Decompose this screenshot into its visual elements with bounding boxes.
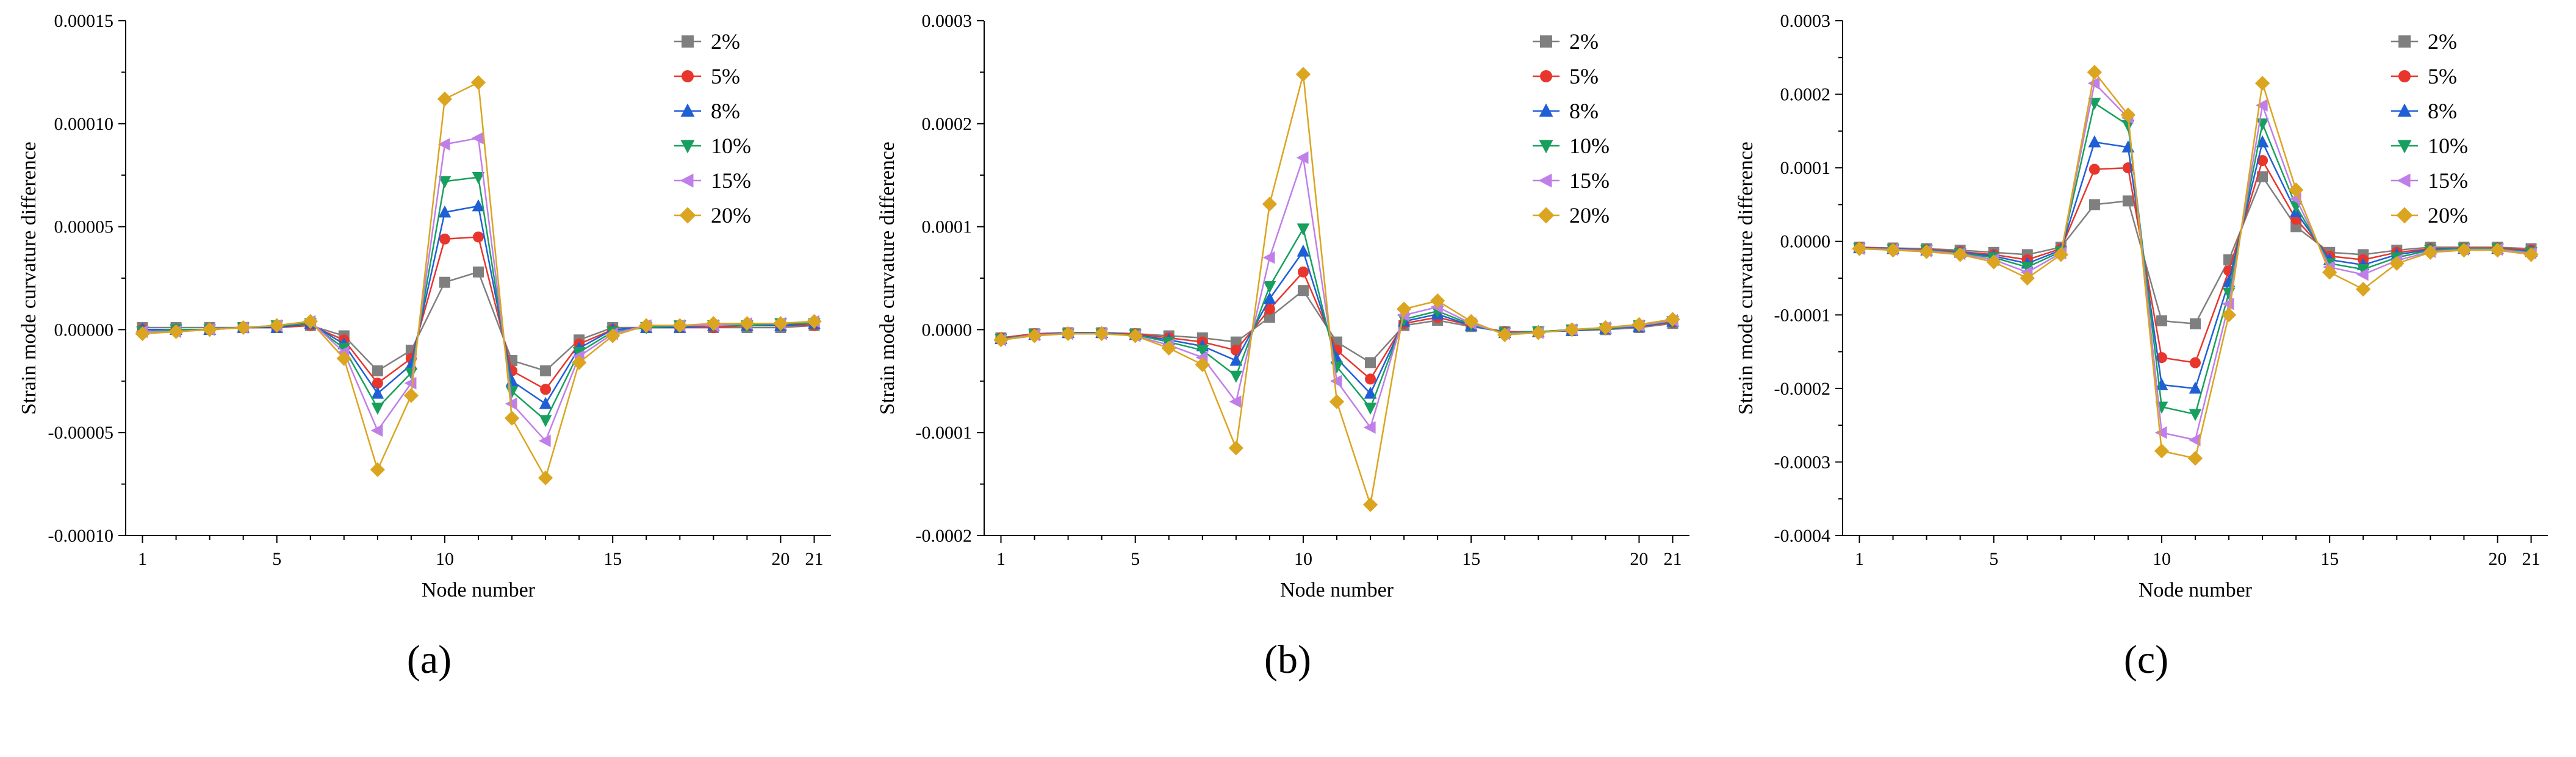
subfigure-caption-b: (b): [1264, 637, 1311, 682]
series-20%: [1851, 65, 2539, 466]
svg-text:0.00010: 0.00010: [54, 114, 113, 134]
svg-text:0.0000: 0.0000: [1780, 232, 1830, 252]
y-axis-title: Strain mode curvature difference: [1735, 142, 1757, 415]
strain-curvature-chart-b: 1 5 10 15 20 21-0.0002-0.00010.00000.00010.00…: [876, 11, 1689, 601]
svg-text:0.0001: 0.0001: [1780, 158, 1830, 178]
svg-text:10: 10: [1293, 549, 1312, 569]
svg-text:15%: 15%: [2428, 168, 2468, 193]
svg-text:1: 1: [138, 549, 147, 569]
x-axis-title: Node number: [2138, 579, 2252, 601]
svg-text:1: 1: [1855, 549, 1864, 569]
svg-text:5%: 5%: [2428, 64, 2457, 88]
series-8%: [135, 199, 821, 409]
svg-text:5%: 5%: [1569, 64, 1599, 88]
svg-text:0.00015: 0.00015: [54, 11, 113, 31]
svg-text:15%: 15%: [711, 168, 751, 193]
svg-text:21: 21: [1663, 549, 1682, 569]
svg-text:2%: 2%: [711, 29, 740, 54]
series: [1851, 65, 2539, 466]
series-20%: [134, 75, 822, 486]
svg-text:5: 5: [1989, 549, 1998, 569]
svg-text:10: 10: [435, 549, 453, 569]
svg-text:-0.0002: -0.0002: [1774, 379, 1830, 399]
svg-text:2%: 2%: [2428, 29, 2457, 54]
svg-text:-0.0001: -0.0001: [1774, 305, 1830, 325]
svg-text:10: 10: [2152, 549, 2170, 569]
svg-text:1: 1: [996, 549, 1006, 569]
svg-text:0.0002: 0.0002: [921, 114, 972, 134]
series-5%: [137, 231, 819, 395]
subfigure-caption-c: (c): [2123, 637, 2169, 682]
svg-text:-0.0002: -0.0002: [915, 526, 972, 546]
svg-text:5: 5: [272, 549, 281, 569]
svg-text:0.0001: 0.0001: [921, 217, 972, 237]
svg-text:5: 5: [1131, 549, 1140, 569]
svg-text:-0.0004: -0.0004: [1774, 526, 1830, 546]
svg-text:10%: 10%: [2428, 134, 2468, 158]
svg-text:20%: 20%: [711, 203, 751, 228]
svg-text:15: 15: [603, 549, 622, 569]
series: [134, 75, 822, 486]
svg-text:0.0000: 0.0000: [921, 320, 972, 340]
strain-curvature-chart-a: 1 5 10 15 20 21-0.00010-0.000050.000000.00005…: [18, 11, 831, 601]
x-axis-title: Node number: [1279, 579, 1394, 601]
svg-text:0.00005: 0.00005: [54, 217, 113, 237]
svg-text:21: 21: [2522, 549, 2540, 569]
svg-text:-0.0001: -0.0001: [915, 423, 972, 443]
y-axis-title: Strain mode curvature difference: [18, 142, 40, 415]
svg-text:15%: 15%: [1569, 168, 1610, 193]
svg-text:5%: 5%: [711, 64, 740, 88]
ticks: [1835, 20, 2531, 543]
svg-text:0.00000: 0.00000: [54, 320, 113, 340]
svg-text:8%: 8%: [1569, 99, 1599, 123]
tick-labels: 1 5 10 15 20 21-0.0002-0.00010.00000.00010.00…: [915, 11, 1682, 569]
series-8%: [994, 244, 1679, 399]
svg-text:0.0002: 0.0002: [1780, 85, 1830, 105]
svg-text:20%: 20%: [2428, 203, 2468, 228]
x-axis-title: Node number: [421, 579, 535, 601]
svg-text:10%: 10%: [1569, 134, 1610, 158]
svg-text:15: 15: [1462, 549, 1480, 569]
chart-panel-a: 1 5 10 15 20 21 -0.00010 -0.00005 0.00000 0.00005…: [0, 4, 858, 683]
svg-text:15: 15: [2320, 549, 2339, 569]
series-10%: [994, 223, 1679, 415]
legend: 2% 5% 8% 10% 15% 20%: [2391, 29, 2468, 228]
tick-labels: 1 5 10 15 20 21-0.00010-0.000050.000000.00005…: [48, 11, 823, 569]
axes: [983, 21, 1689, 536]
legend: 2% 5% 8% 10% 15% 20%: [674, 29, 751, 228]
svg-text:10%: 10%: [711, 134, 751, 158]
svg-text:-0.0003: -0.0003: [1774, 452, 1830, 472]
svg-text:0.0003: 0.0003: [1780, 11, 1830, 31]
y-axis-title: Strain mode curvature difference: [876, 142, 899, 415]
svg-text:20%: 20%: [1569, 203, 1610, 228]
axes: [124, 21, 831, 536]
subfigure-caption-a: (a): [406, 637, 452, 682]
svg-text:-0.00010: -0.00010: [48, 526, 113, 546]
svg-text:20: 20: [2488, 549, 2506, 569]
svg-text:2%: 2%: [1569, 29, 1599, 54]
tick-labels: 1 5 10 15 20 21-0.0004-0.0003-0.0002-0.00010.…: [1774, 11, 2540, 569]
series: [993, 66, 1680, 512]
svg-text:21: 21: [805, 549, 823, 569]
figure-row: 1 5 10 15 20 21 -0.00010 -0.00005 0.00000 0.00005…: [0, 4, 2575, 683]
legend: 2% 5% 8% 10% 15% 20%: [1532, 29, 1610, 228]
svg-text:8%: 8%: [711, 99, 740, 123]
svg-text:20: 20: [1630, 549, 1648, 569]
svg-text:20: 20: [771, 549, 790, 569]
strain-curvature-chart-c: 1 5 10 15 20 21-0.0004-0.0003-0.0002-0.00010.…: [1735, 11, 2548, 601]
ticks: [976, 20, 1673, 543]
chart-panel-b: 1 5 10 15 20 21 -0.0002 -0.0001 0.0000 0.0001 0.00…: [858, 4, 1717, 683]
ticks: [118, 20, 815, 543]
svg-text:8%: 8%: [2428, 99, 2457, 123]
chart-panel-c: 1 5 10 15 20 21 -0.0004 -0.0003 -0.0002 -0.0001 0.…: [1717, 4, 2575, 683]
svg-text:0.0003: 0.0003: [921, 11, 972, 31]
svg-text:-0.00005: -0.00005: [48, 423, 113, 443]
